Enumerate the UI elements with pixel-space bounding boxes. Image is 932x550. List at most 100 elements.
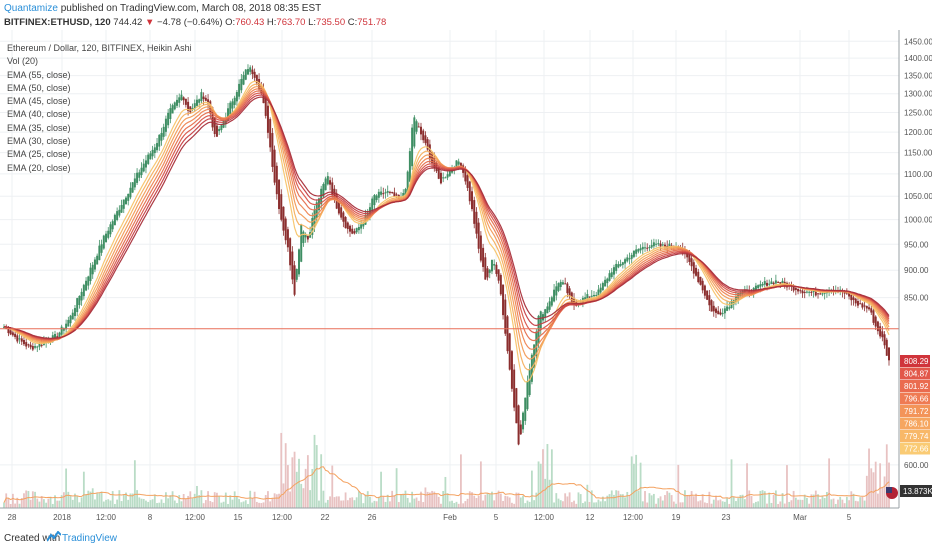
volume-bar [51, 503, 54, 508]
candle-body [180, 94, 183, 101]
candle-body [193, 103, 196, 109]
volume-bar [828, 458, 831, 508]
candle-body [639, 248, 642, 251]
volume-bar [322, 490, 325, 508]
legend-ema-40[interactable]: EMA (40, close) [7, 109, 71, 120]
legend-ema-25[interactable]: EMA (25, close) [7, 149, 71, 160]
tradingview-link[interactable]: TradingView [62, 533, 118, 544]
candle-body [510, 351, 513, 389]
candle-body [269, 119, 272, 148]
volume-bar [71, 499, 74, 508]
candle-body [635, 249, 638, 254]
candle-body [282, 206, 285, 231]
volume-bar [147, 501, 150, 508]
volume-bar [686, 495, 689, 508]
candle-body [362, 222, 365, 227]
volume-bar [309, 490, 311, 508]
legend-ema-35[interactable]: EMA (35, close) [7, 122, 71, 133]
candle-body [630, 254, 633, 259]
price-label: 808.29 [904, 357, 929, 366]
candle-body [626, 257, 629, 262]
legend-vol[interactable]: Vol (20) [7, 56, 39, 67]
candle-body [770, 281, 773, 285]
volume-bar [31, 491, 34, 508]
x-tick-label: 2018 [53, 513, 71, 522]
legend-ema-20[interactable]: EMA (20, close) [7, 162, 71, 173]
volume-bar [253, 491, 256, 508]
volume-bar [200, 490, 203, 508]
candle-body [295, 268, 298, 280]
volume-bar [746, 463, 748, 508]
volume-bar [171, 491, 174, 508]
candle-body [315, 202, 318, 219]
volume-bar [424, 487, 427, 508]
volume-bar [843, 503, 846, 508]
x-tick-label: Mar [793, 513, 807, 522]
price-label-box [900, 355, 930, 367]
legend-ema-45[interactable]: EMA (45, close) [7, 96, 71, 107]
candle-body [171, 105, 174, 114]
volume-bar [362, 503, 365, 508]
candle-body [495, 264, 498, 274]
volume-bar [453, 503, 456, 508]
volume-bar [792, 490, 795, 508]
candle-body [504, 299, 507, 334]
volume-bar [173, 500, 176, 508]
candle-body [391, 191, 394, 193]
candle-body [763, 281, 766, 285]
volume-bar [209, 501, 212, 508]
volume-bar [291, 457, 294, 508]
volume-bar [823, 497, 826, 508]
volume-bar [584, 501, 587, 508]
legend-ema-30[interactable]: EMA (30, close) [7, 136, 71, 147]
volume-bar [156, 503, 158, 508]
volume-bar [728, 503, 731, 508]
candle-body [805, 291, 808, 293]
volume-bar [373, 500, 376, 508]
volume-bar [428, 492, 431, 508]
y-tick-label: 1050.00 [904, 192, 932, 201]
candle-body [198, 99, 201, 103]
candle-body [599, 287, 602, 293]
volume-bar [766, 503, 768, 508]
candle-body [431, 151, 434, 164]
x-tick-label: 28 [8, 513, 17, 522]
ohlc-low: L:735.50 [308, 17, 346, 28]
candle-body [637, 249, 640, 252]
candle-body [546, 306, 549, 314]
volume-bar [537, 461, 540, 508]
volume-bar [240, 502, 243, 508]
candle-body [260, 84, 263, 93]
legend-title[interactable]: Ethereum / Dollar, 120, BITFINEX, Heikin… [7, 43, 192, 53]
candle-body [25, 342, 28, 347]
volume-bar [717, 500, 720, 508]
price-label: 779.74 [904, 432, 929, 441]
volume-bar [550, 449, 553, 508]
volume-bar [573, 500, 575, 508]
volume-bar [167, 498, 170, 508]
candle-body [843, 291, 846, 294]
volume-bar [391, 490, 394, 508]
publisher-line: Quantamize published on TradingView.com,… [4, 3, 321, 14]
candle-body [264, 95, 267, 116]
candle-body [344, 217, 347, 229]
candle-body [18, 338, 21, 340]
candle-body [89, 267, 92, 282]
price-chart[interactable]: 1450.00 1400.00 1350.00 1300.00 1250.00 1200.… [0, 30, 932, 527]
volume-bar [741, 494, 744, 508]
volume-bar [389, 501, 391, 508]
ema-line-55 [3, 96, 890, 340]
legend-ema-50[interactable]: EMA (50, close) [7, 82, 71, 93]
y-tick-label: 900.00 [904, 266, 929, 275]
x-tick-label: 5 [494, 513, 499, 522]
candle-body [373, 195, 376, 206]
volume-bar [648, 493, 651, 508]
volume-bar [630, 456, 633, 508]
volume-bar [854, 500, 857, 508]
legend-ema-55[interactable]: EMA (55, close) [7, 69, 71, 80]
volume-bar [697, 501, 700, 508]
candle-body [360, 224, 363, 229]
volume-bar [715, 495, 717, 508]
author-link[interactable]: Quantamize [4, 3, 58, 14]
candle-body [761, 283, 764, 286]
